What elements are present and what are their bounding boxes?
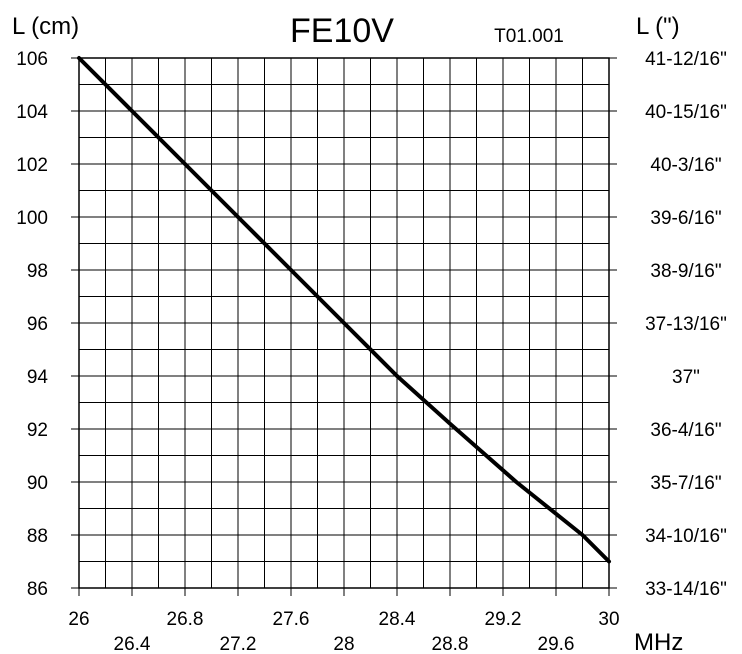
chart-title: FE10V xyxy=(290,12,394,50)
y2-tick-label: 37" xyxy=(672,367,700,388)
x-tick-label: 28.4 xyxy=(379,609,416,630)
x-tick-label: 28 xyxy=(333,634,354,654)
y-tick-label: 88 xyxy=(27,526,48,547)
x-tick-label: 30 xyxy=(598,609,619,630)
y2-tick-label: 40-3/16" xyxy=(650,155,721,176)
y2-tick-label: 39-6/16" xyxy=(650,208,721,229)
y-tick-label: 96 xyxy=(27,314,48,335)
y-tick-label: 104 xyxy=(16,102,48,123)
x-tick-label: 29.6 xyxy=(538,634,575,654)
y-tick-label: 98 xyxy=(27,261,48,282)
y-axis-title: L (cm) xyxy=(12,13,79,40)
y-tick-label: 100 xyxy=(16,208,48,229)
y2-tick-label: 36-4/16" xyxy=(650,420,721,441)
plot-frame xyxy=(78,57,610,589)
y-tick-label: 92 xyxy=(27,420,48,441)
y-tick-label: 94 xyxy=(27,367,49,388)
y-tick-label: 102 xyxy=(16,155,48,176)
y-tick-label: 106 xyxy=(16,49,48,70)
y2-tick-label: 33-14/16" xyxy=(645,579,727,600)
x-tick-label: 29.2 xyxy=(485,609,522,630)
y2-axis-title: L (") xyxy=(636,13,680,40)
chart-subtitle: T01.001 xyxy=(494,26,564,47)
y-tick-label: 90 xyxy=(27,473,48,494)
x-tick-label: 28.8 xyxy=(432,634,469,654)
x-tick-label: 27.2 xyxy=(220,634,257,654)
x-tick-label: 26.8 xyxy=(167,609,204,630)
series-layer xyxy=(77,56,611,564)
labels-layer: 106 104 102 100 98 96 94 92 90 88 86 41-12/16" 40-15… xyxy=(12,12,727,654)
y2-tick-label: 35-7/16" xyxy=(650,473,721,494)
x-tick-label: 27.6 xyxy=(273,609,310,630)
y2-tick-label: 38-9/16" xyxy=(650,261,721,282)
x-axis-title: MHz xyxy=(634,629,683,654)
y2-tick-label: 34-10/16" xyxy=(645,526,727,547)
x-tick-label: 26 xyxy=(68,609,89,630)
y2-tick-label: 41-12/16" xyxy=(645,49,727,70)
grid xyxy=(71,57,617,596)
y2-tick-label: 40-15/16" xyxy=(645,102,727,123)
y2-tick-label: 37-13/16" xyxy=(645,314,727,335)
x-tick-label: 26.4 xyxy=(114,634,151,654)
y-tick-label: 86 xyxy=(27,579,48,600)
